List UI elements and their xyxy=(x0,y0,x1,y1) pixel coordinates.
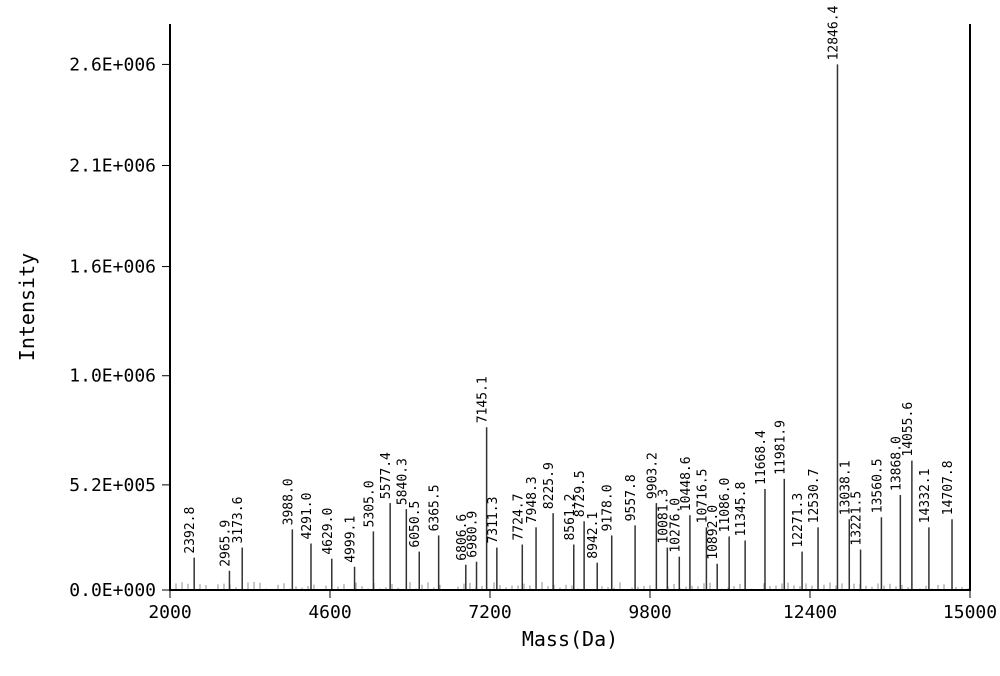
svg-text:2.6E+006: 2.6E+006 xyxy=(69,54,156,75)
peak-label: 6050.5 xyxy=(408,501,423,548)
peak-label: 3988.0 xyxy=(281,478,296,525)
spectrum-svg: 2392.82965.93173.63988.04291.04629.04999… xyxy=(0,0,1000,676)
peak-label: 5577.4 xyxy=(379,452,394,499)
svg-text:15000: 15000 xyxy=(943,602,997,623)
peak-label: 4629.0 xyxy=(321,508,336,555)
peak-label: 10448.6 xyxy=(679,456,694,511)
peak-label: 11668.4 xyxy=(754,430,769,485)
peak-label: 5305.0 xyxy=(362,480,377,527)
peak-label: 12846.4 xyxy=(826,5,841,60)
peak-label: 6365.5 xyxy=(428,484,443,531)
mass-spectrum-chart: 2392.82965.93173.63988.04291.04629.04999… xyxy=(0,0,1000,676)
peak-label: 4291.0 xyxy=(300,493,315,540)
svg-text:4600: 4600 xyxy=(308,602,351,623)
peak-label: 4999.1 xyxy=(344,516,359,563)
svg-text:2000: 2000 xyxy=(148,602,191,623)
peak-label: 13560.5 xyxy=(870,458,885,513)
x-axis-title: Mass(Da) xyxy=(522,627,618,651)
svg-text:5.2E+005: 5.2E+005 xyxy=(69,475,156,496)
svg-text:12400: 12400 xyxy=(783,602,837,623)
peak-label: 14055.6 xyxy=(901,402,916,457)
peak-label: 3173.6 xyxy=(231,497,246,544)
svg-text:7200: 7200 xyxy=(468,602,511,623)
peak-label: 7724.7 xyxy=(511,494,526,541)
peak-label: 14332.1 xyxy=(918,469,933,524)
peak-label: 9557.8 xyxy=(624,474,639,521)
peak-label: 7145.1 xyxy=(476,376,491,423)
peak-label: 9178.0 xyxy=(601,484,616,531)
peak-label: 5840.3 xyxy=(395,458,410,505)
peak-label: 2392.8 xyxy=(183,507,198,554)
svg-text:1.6E+006: 1.6E+006 xyxy=(69,257,156,278)
peak-label: 6980.9 xyxy=(466,511,481,558)
svg-text:0.0E+000: 0.0E+000 xyxy=(69,580,156,601)
svg-text:9800: 9800 xyxy=(628,602,671,623)
y-axis-title: Intensity xyxy=(15,253,39,361)
svg-text:2.1E+006: 2.1E+006 xyxy=(69,156,156,177)
peak-label: 8942.1 xyxy=(586,512,601,559)
peak-label: 11981.9 xyxy=(773,420,788,475)
peak-label: 11345.8 xyxy=(734,482,749,537)
peak-label: 14707.8 xyxy=(941,460,956,515)
peak-label: 8729.5 xyxy=(573,470,588,517)
svg-text:1.0E+006: 1.0E+006 xyxy=(69,366,156,387)
peak-label: 7948.3 xyxy=(525,476,540,523)
peak-label: 13221.5 xyxy=(850,491,865,546)
peak-label: 7311.3 xyxy=(486,497,501,544)
peak-label: 8225.9 xyxy=(542,462,557,509)
peak-label: 12530.7 xyxy=(807,469,822,524)
peak-label: 11086.0 xyxy=(718,478,733,533)
peak-label: 12271.3 xyxy=(791,493,806,548)
